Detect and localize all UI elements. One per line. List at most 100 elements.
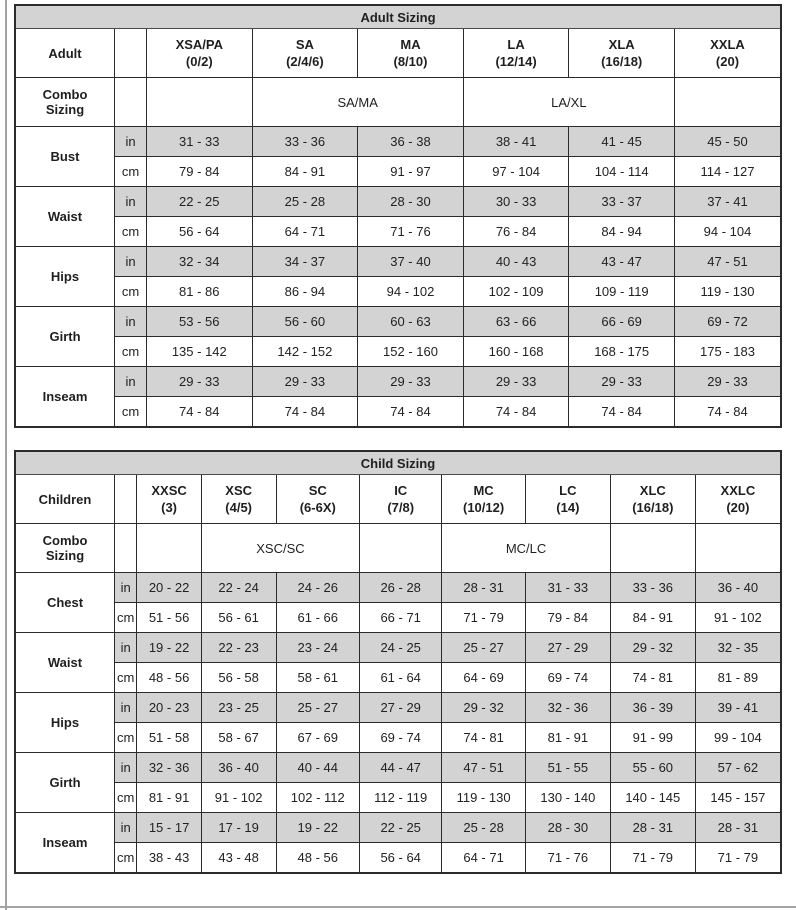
child-combo-span-cell [359,523,443,573]
size-name: LA [507,37,525,52]
size-numbers: (10/12) [462,500,505,515]
value-cell: 17 - 19 [200,812,277,843]
adult-size-header-row: Adult XSA/PA (0/2) SA (2/4/6) MA (8/10) LA (12/… [14,28,782,78]
value-cell: 47 - 51 [673,246,782,277]
value-cell: 81 - 89 [694,662,782,693]
value-cell: 33 - 36 [609,572,696,603]
value-cell: 51 - 56 [136,602,202,633]
size-numbers: (4/5) [225,500,253,515]
value-cell: 74 - 81 [441,722,526,753]
value-cell: 24 - 26 [275,572,361,603]
value-cell: 64 - 71 [441,842,526,874]
value-cell: 81 - 91 [136,782,202,813]
adult-bust-in-row: Bust in 31 - 33 33 - 36 36 - 38 38 - 41 41 - 4… [14,126,782,187]
size-name: XLA [608,37,635,52]
value-cell: 25 - 27 [441,632,526,663]
value-cell: 81 - 91 [524,722,611,753]
value-cell: 41 - 45 [568,126,675,157]
size-name: XSA/PA [175,37,224,52]
value-cell: 119 - 130 [673,276,782,307]
value-cell: 119 - 130 [441,782,526,813]
value-cell: 94 - 102 [357,276,464,307]
value-cell: 56 - 64 [359,842,443,874]
measurement-label: Waist [14,186,115,247]
child-waist-in-row: Waist in 19 - 22 22 - 23 23 - 24 24 - 25 25 - … [14,632,782,693]
value-cell: 38 - 41 [462,126,570,157]
value-cell: 23 - 25 [200,692,277,723]
size-numbers: (8/10) [393,54,428,69]
child-size-header-row: Children XXSC (3) XSC (4/5) SC (6-6X) IC (7/8) M… [14,474,782,524]
value-cell: 56 - 60 [251,306,359,337]
value-cell: 67 - 69 [275,722,361,753]
value-cell: 104 - 114 [568,156,675,187]
value-cell: 81 - 86 [146,276,253,307]
size-numbers: (20) [726,500,750,515]
value-cell: 29 - 33 [251,366,359,397]
child-unit-header-spacer [113,474,138,524]
unit-cell-in: in [113,812,138,843]
value-cell: 60 - 63 [357,306,464,337]
value-cell: 33 - 36 [251,126,359,157]
size-numbers: (6-6X) [299,500,336,515]
value-cell: 61 - 64 [359,662,443,693]
child-sizing-table: Child Sizing Children XXSC (3) XSC (4/5) SC (… [14,450,782,874]
value-cell: 66 - 71 [359,602,443,633]
value-cell: 48 - 56 [275,842,361,874]
value-cell: 43 - 47 [568,246,675,277]
size-name: MC [473,483,494,498]
child-combo-label: Combo Sizing [14,523,115,573]
unit-cell-in: in [113,632,138,663]
value-cell: 27 - 29 [359,692,443,723]
value-cell: 28 - 31 [441,572,526,603]
child-waist-cm-row: cm 48 - 56 56 - 58 58 - 61 61 - 64 64 - 69 69 … [15,662,782,693]
value-cell: 30 - 33 [462,186,570,217]
child-size-column-header: XLC (16/18) [609,474,696,524]
size-numbers: (16/18) [601,54,643,69]
left-page-rule [5,0,7,910]
value-cell: 56 - 64 [146,216,253,247]
adult-girth-cm-row: cm 135 - 142 142 - 152 152 - 160 160 - 168 16… [15,336,782,367]
child-hips-in-row: Hips in 20 - 23 23 - 25 25 - 27 27 - 29 29 - 3… [14,692,782,753]
child-combo-span-cell: MC/LC [441,523,611,573]
value-cell: 43 - 48 [200,842,277,874]
value-cell: 140 - 145 [609,782,696,813]
value-cell: 29 - 33 [357,366,464,397]
adult-table-title-row: Adult Sizing [14,4,782,29]
measurement-label: Girth [14,752,115,813]
size-numbers: (14) [556,500,580,515]
value-cell: 64 - 69 [441,662,526,693]
value-cell: 56 - 61 [200,602,277,633]
value-cell: 74 - 84 [673,396,782,428]
value-cell: 109 - 119 [568,276,675,307]
unit-cell-cm: cm [113,602,138,633]
adult-size-column-header: LA (12/14) [462,28,570,78]
size-name: SC [308,483,327,498]
value-cell: 34 - 37 [251,246,359,277]
value-cell: 91 - 99 [609,722,696,753]
child-inseam-cm-row: cm 38 - 43 43 - 48 48 - 56 56 - 64 64 - 71 71 … [15,842,782,874]
size-name: LC [559,483,577,498]
value-cell: 39 - 41 [694,692,782,723]
value-cell: 71 - 79 [609,842,696,874]
value-cell: 15 - 17 [136,812,202,843]
adult-waist-in-row: Waist in 22 - 25 25 - 28 28 - 30 30 - 33 33 - … [14,186,782,247]
value-cell: 99 - 104 [694,722,782,753]
value-cell: 22 - 23 [200,632,277,663]
unit-cell-in: in [114,186,147,217]
value-cell: 32 - 36 [136,752,202,783]
size-name: XXLC [720,483,756,498]
value-cell: 40 - 44 [275,752,361,783]
value-cell: 28 - 30 [524,812,611,843]
value-cell: 142 - 152 [251,336,359,367]
measurement-label: Inseam [14,812,115,874]
unit-cell-cm: cm [113,842,138,874]
value-cell: 69 - 72 [673,306,782,337]
value-cell: 31 - 33 [146,126,253,157]
value-cell: 37 - 41 [673,186,782,217]
child-group-label: Children [14,474,115,524]
child-size-column-header: LC (14) [524,474,611,524]
measurement-label: Bust [14,126,115,187]
value-cell: 160 - 168 [462,336,570,367]
value-cell: 74 - 84 [357,396,464,428]
value-cell: 84 - 91 [251,156,359,187]
